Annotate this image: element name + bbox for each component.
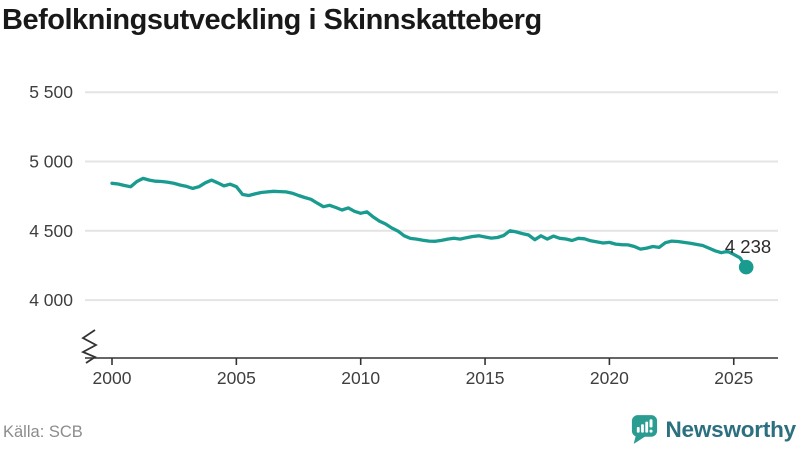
x-tick-label: 2010 — [341, 368, 380, 388]
x-tick-label: 2020 — [590, 368, 629, 388]
page-title: Befolkningsutveckling i Skinnskatteberg — [2, 4, 542, 36]
end-value-label: 4 238 — [725, 236, 771, 257]
y-tick-label: 4 000 — [29, 290, 73, 310]
y-tick-label: 5 000 — [29, 152, 73, 172]
end-point-dot — [738, 259, 754, 275]
y-tick-label: 4 500 — [29, 221, 73, 241]
newsworthy-bubble-icon — [632, 415, 658, 444]
x-tick-label: 2015 — [466, 368, 505, 388]
newsworthy-logo[interactable]: Newsworthy — [631, 414, 796, 445]
x-tick-label: 2005 — [217, 368, 256, 388]
source-label: Källa: SCB — [3, 423, 83, 441]
newsworthy-wordmark: Newsworthy — [665, 416, 796, 442]
x-tick-label: 2025 — [714, 368, 753, 388]
y-tick-label: 5 500 — [29, 82, 73, 102]
population-line — [110, 176, 748, 269]
axis-break-icon — [80, 329, 98, 364]
x-tick-label: 2000 — [93, 368, 132, 388]
